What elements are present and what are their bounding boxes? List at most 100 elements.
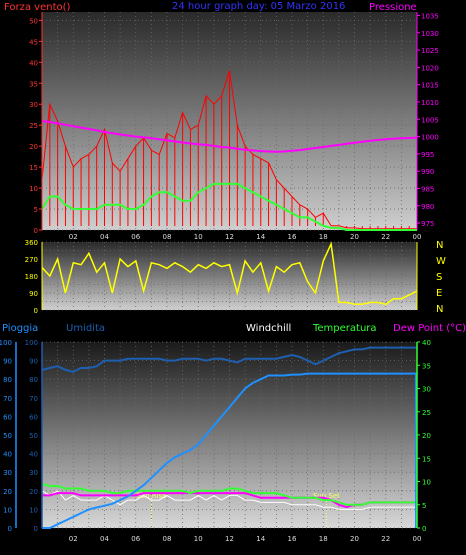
wind-y-tick: 30: [29, 101, 38, 109]
temperature-y-tick: 10: [422, 479, 431, 487]
direction-y-tick: 360: [25, 239, 38, 247]
rain-y-tick: 70: [3, 395, 12, 403]
rain-y-tick: 50: [3, 432, 12, 440]
wind-x-tick: 14: [256, 233, 265, 241]
pressure-y-tick: 985: [421, 185, 434, 193]
humidity-y-tick: 0: [34, 525, 38, 533]
pressure-axis-label: Pressione: [369, 2, 417, 13]
humidity-line: [41, 346, 417, 373]
pressure-y-tick: 1015: [421, 82, 439, 90]
climate-x-tick: 18: [319, 535, 328, 543]
humidity-y-tick: 60: [29, 413, 38, 421]
pressure-y-tick: 1025: [421, 47, 439, 55]
temperature-line: [41, 482, 417, 506]
wind-y-tick: 15: [29, 164, 38, 172]
humidity-y-tick: 70: [29, 395, 38, 403]
climate-x-tick: 14: [256, 535, 265, 543]
wind-y-tick: 10: [29, 185, 38, 193]
humidity-label: Umidita: [66, 323, 105, 334]
rain-y-tick: 10: [3, 506, 12, 514]
pressure-y-tick: 1010: [421, 99, 439, 107]
sunset-label: Sun Set: [313, 492, 340, 500]
wind-direction-line: [41, 241, 418, 306]
pressure-y-tick: 980: [421, 203, 434, 211]
wind-x-tick: 16: [288, 233, 297, 241]
wind-x-tick: 06: [131, 233, 140, 241]
temperature-label: Temperatura: [312, 323, 377, 334]
rain-line: [42, 372, 417, 529]
pressure-y-tick: 1000: [421, 134, 439, 142]
pressure-line: [41, 120, 418, 153]
humidity-y-tick: 50: [29, 432, 38, 440]
rain-y-tick: 40: [3, 451, 12, 459]
direction-y-tick: 270: [25, 256, 38, 264]
wind-y-tick: 50: [29, 17, 38, 25]
temperature-y-tick: 25: [422, 409, 431, 417]
pressure-y-tick: 990: [421, 168, 434, 176]
temperature-y-tick: 0: [422, 525, 426, 533]
climate-x-tick: 16: [288, 535, 297, 543]
climate-x-tick: 08: [163, 535, 172, 543]
rain-y-tick: 0: [8, 525, 12, 533]
windchill-label: Windchill: [246, 323, 291, 334]
climate-x-tick: 12: [225, 535, 234, 543]
temperature-y-tick: 20: [422, 432, 431, 440]
temperature-y-tick: 35: [422, 362, 431, 370]
wind-x-tick: 10: [194, 233, 203, 241]
rain-y-tick: 60: [3, 413, 12, 421]
compass-label: S: [436, 272, 442, 283]
wind-x-tick: 18: [319, 233, 328, 241]
climate-x-tick: 02: [69, 535, 78, 543]
pressure-y-tick: 1030: [421, 30, 439, 38]
climate-x-tick: 00: [413, 535, 422, 543]
climate-x-tick: 20: [350, 535, 359, 543]
wind-x-tick: 02: [69, 233, 78, 241]
wind-y-tick: 0: [34, 227, 38, 235]
humidity-y-tick: 40: [29, 451, 38, 459]
humidity-y-tick: 20: [29, 488, 38, 496]
direction-y-tick: 90: [29, 290, 38, 298]
rain-y-tick: 20: [3, 488, 12, 496]
climate-x-tick: 04: [100, 535, 109, 543]
wind-x-tick: 00: [413, 233, 422, 241]
wind-y-tick: 5: [34, 206, 38, 214]
wind-y-tick: 40: [29, 59, 38, 67]
wind-y-tick: 45: [29, 38, 38, 46]
climate-x-tick: 06: [131, 535, 140, 543]
rain-y-tick: 80: [3, 376, 12, 384]
wind-x-tick: 12: [225, 233, 234, 241]
wind-x-tick: 22: [381, 233, 390, 241]
rain-y-tick: 90: [3, 358, 12, 366]
wind-axis-label: Forza vento(): [4, 2, 71, 13]
dewpoint-label: Dew Point (°C): [393, 323, 466, 334]
climate-x-tick: 10: [194, 535, 203, 543]
climate-x-tick: 22: [381, 535, 390, 543]
wind-average-line: [41, 182, 417, 231]
rain-y-tick: 100: [0, 339, 12, 347]
wind-x-tick: 04: [100, 233, 109, 241]
chart-title: 24 hour graph day: 05 Marzo 2016: [172, 1, 345, 12]
pressure-y-tick: 1005: [421, 116, 439, 124]
humidity-y-tick: 10: [29, 506, 38, 514]
humidity-y-tick: 30: [29, 469, 38, 477]
wind-x-tick: 08: [163, 233, 172, 241]
rain-axis-label: Pioggia: [2, 323, 38, 334]
pressure-y-tick: 1020: [421, 64, 439, 72]
pressure-y-tick: 995: [421, 151, 434, 159]
rain-y-tick: 30: [3, 469, 12, 477]
wind-y-tick: 20: [29, 143, 38, 151]
temperature-y-tick: 30: [422, 386, 431, 394]
wind-speed-line: [41, 70, 417, 230]
compass-label: W: [436, 256, 446, 267]
temperature-y-tick: 5: [422, 502, 426, 510]
direction-y-tick: 0: [34, 307, 38, 315]
wind-x-tick: 20: [350, 233, 359, 241]
humidity-y-tick: 90: [29, 358, 38, 366]
humidity-y-tick: 100: [25, 339, 38, 347]
humidity-y-tick: 80: [29, 376, 38, 384]
wind-y-tick: 25: [29, 122, 38, 130]
wind-y-tick: 35: [29, 80, 38, 88]
pressure-y-tick: 1035: [421, 12, 439, 20]
compass-label: E: [436, 288, 442, 299]
